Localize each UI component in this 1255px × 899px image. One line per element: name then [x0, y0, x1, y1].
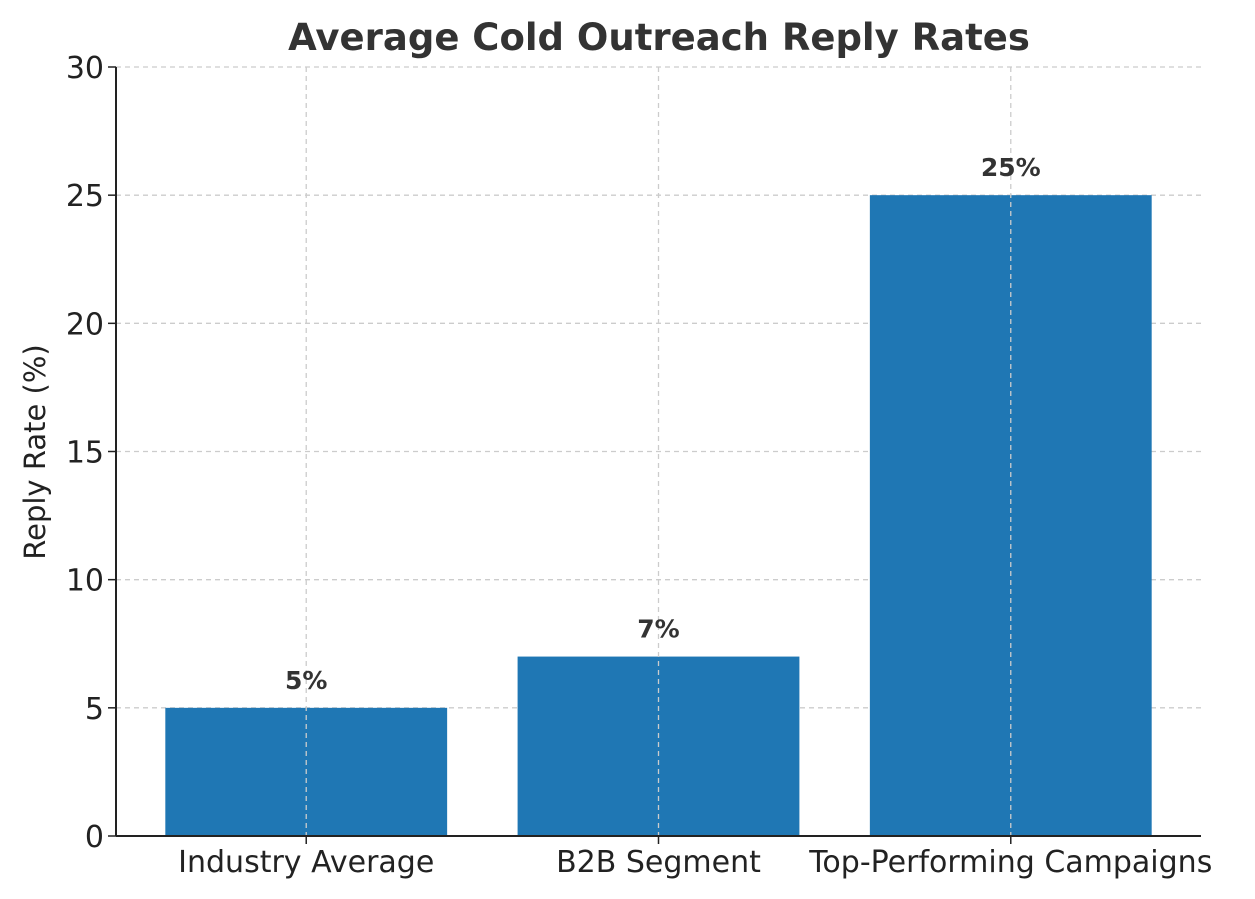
- y-axis-label: Reply Rate (%): [18, 344, 52, 559]
- y-tick-label: 0: [85, 820, 104, 855]
- data-label: 5%: [285, 666, 327, 695]
- x-tick-label: Industry Average: [178, 845, 434, 880]
- data-labels: 5% 7% 25%: [285, 153, 1041, 695]
- data-label: 25%: [981, 153, 1041, 182]
- y-tick-label: 15: [66, 436, 104, 471]
- y-tick-label: 5: [85, 692, 104, 727]
- y-ticks: 0 5 10 15 20 25 30: [66, 51, 116, 855]
- y-tick-label: 30: [66, 51, 104, 86]
- chart-title: Average Cold Outreach Reply Rates: [288, 16, 1030, 59]
- bar: [869, 195, 1152, 836]
- x-grid-lines: [305, 67, 1012, 836]
- y-tick-label: 10: [66, 564, 104, 599]
- y-tick-label: 25: [66, 179, 104, 214]
- data-label: 7%: [637, 615, 679, 644]
- x-ticks: Industry Average B2B Segment Top-Performin…: [178, 836, 1212, 880]
- x-tick-label: B2B Segment: [556, 845, 761, 880]
- bars: [165, 195, 1152, 836]
- y-tick-label: 20: [66, 307, 104, 342]
- x-tick-label: Top-Performing Campaigns: [808, 845, 1212, 880]
